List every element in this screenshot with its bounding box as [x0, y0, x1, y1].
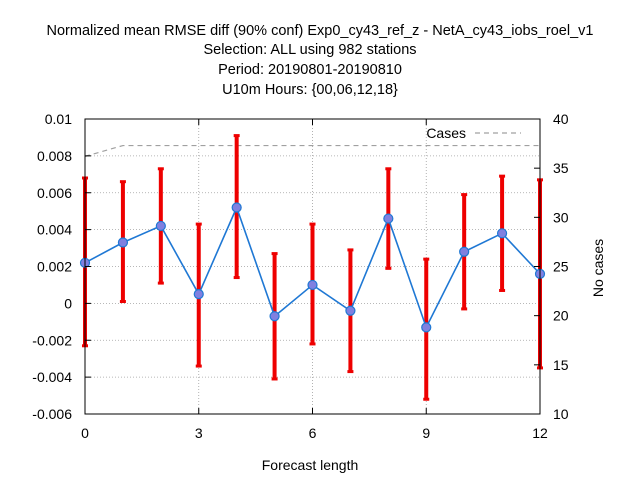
y2-tick-label: 10 [553, 406, 569, 422]
y-tick-label: -0.006 [32, 406, 72, 422]
title-line-2: Selection: ALL using 982 stations [203, 42, 416, 58]
y-tick-label: 0.008 [37, 148, 72, 164]
data-point [459, 246, 470, 257]
y2-tick-label: 35 [553, 160, 569, 176]
data-point [345, 305, 356, 316]
data-point [307, 279, 318, 291]
y-tick-label: -0.004 [32, 369, 72, 385]
y-tick-label: 0.006 [37, 185, 72, 201]
y2-tick-label: 20 [553, 308, 569, 324]
data-point [231, 202, 242, 213]
y-tick-label: 0.002 [37, 259, 72, 275]
y2-tick-label: 15 [553, 357, 569, 373]
x-tick-label: 6 [309, 425, 317, 441]
diff-series [79, 134, 546, 401]
y-tick-label: 0.01 [45, 111, 72, 127]
data-point [117, 237, 129, 248]
data-point [496, 228, 508, 239]
x-tick-label: 0 [81, 425, 89, 441]
x-tick-label: 9 [422, 425, 430, 441]
legend-label-cases: Cases [426, 125, 466, 141]
x-tick-label: 12 [532, 425, 548, 441]
y2-tick-label: 30 [553, 209, 569, 225]
x-axis-label: Forecast length [262, 457, 359, 473]
data-point [155, 220, 166, 232]
data-point [193, 289, 204, 300]
y2-tick-label: 25 [553, 259, 569, 275]
y2-tick-label: 40 [553, 111, 569, 127]
axes: 0 3 6 9 12 -0.006 -0.004 -0.002 0 0.002 0.004 0.006… [32, 111, 568, 441]
data-point [421, 322, 432, 333]
x-tick-label: 3 [195, 425, 203, 441]
data-point [383, 213, 394, 224]
y2-axis-label: No cases [590, 239, 606, 297]
chart-title: Normalized mean RMSE diff (90% conf) Exp… [47, 23, 594, 98]
y-tick-label: -0.002 [32, 332, 72, 348]
title-line-4: U10m Hours: {00,06,12,18} [222, 82, 398, 98]
data-point [269, 311, 280, 322]
y-tick-label: 0.004 [37, 222, 72, 238]
cases-series [84, 144, 540, 157]
y-tick-label: 0 [64, 295, 72, 311]
title-line-3: Period: 20190801-20190810 [218, 62, 402, 78]
legend: Cases [426, 125, 521, 141]
title-line-1: Normalized mean RMSE diff (90% conf) Exp… [47, 23, 594, 39]
cases-line [84, 144, 540, 157]
